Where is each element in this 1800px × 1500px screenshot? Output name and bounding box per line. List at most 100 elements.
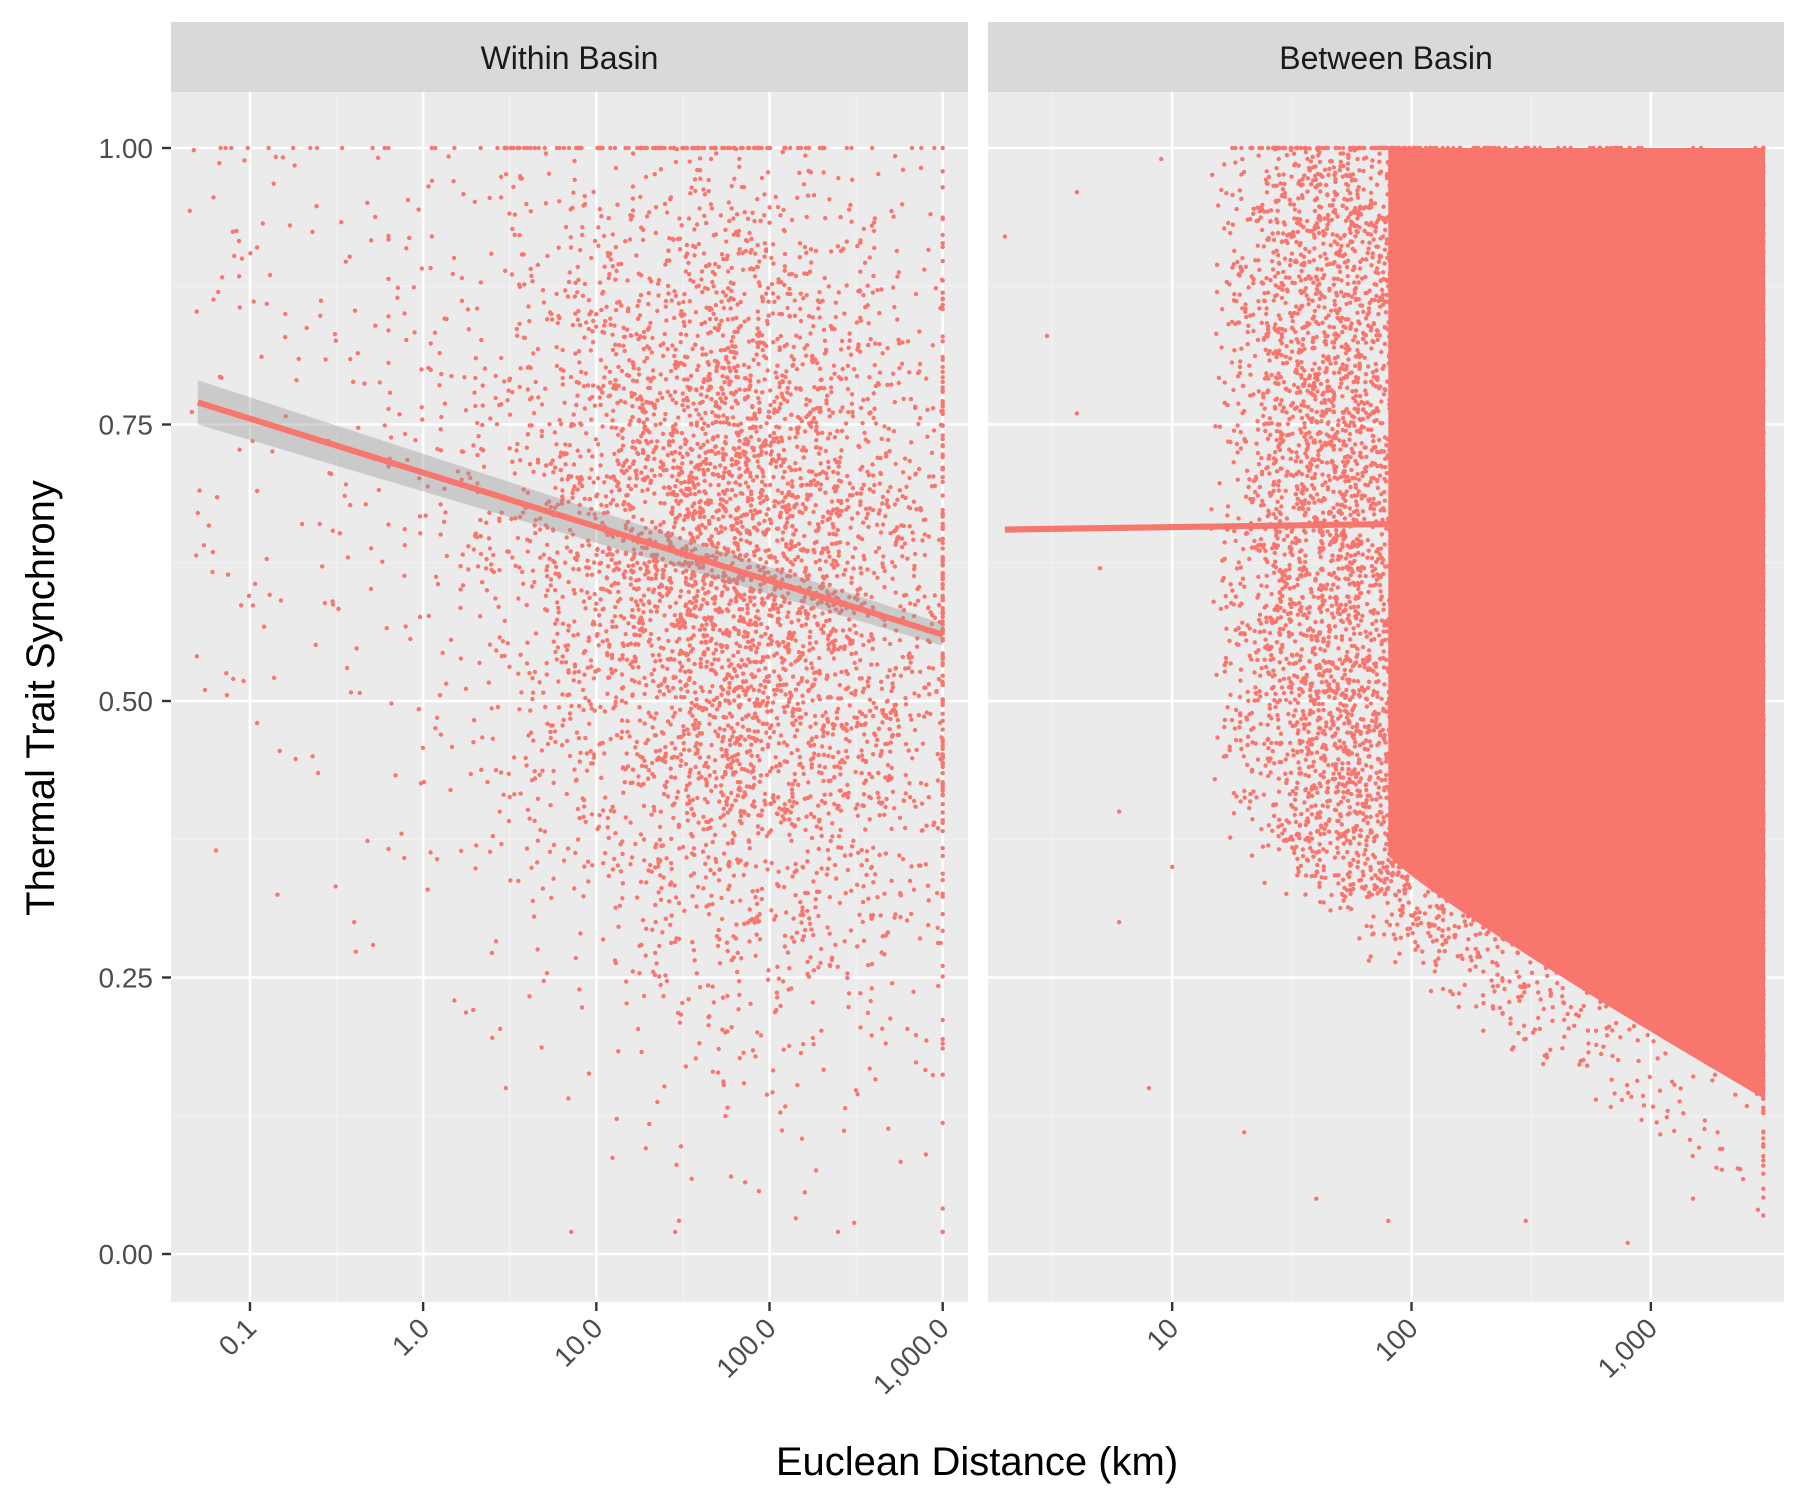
data-point [624,327,630,332]
data-point [727,664,732,669]
data-point [437,350,442,356]
data-point [843,567,848,573]
data-point [716,541,721,546]
data-point [420,745,426,750]
data-point [934,890,940,896]
data-point [266,145,271,151]
data-point [777,345,782,350]
data-point [573,311,578,316]
data-point [858,1025,863,1030]
data-point [669,298,674,303]
data-point [863,827,868,832]
data-point [754,932,759,937]
data-point [601,289,606,294]
data-point [766,506,771,512]
data-point [577,759,582,764]
data-point [662,679,667,684]
data-point [760,600,765,605]
data-point [602,264,607,269]
data-point [940,1041,945,1046]
data-point [807,634,812,640]
data-point [880,800,885,805]
data-point [570,532,576,537]
data-point [830,821,835,826]
data-point [653,576,658,581]
data-point [601,330,607,335]
data-point [386,406,391,412]
data-point [879,686,885,691]
data-point [938,422,944,428]
data-point [626,621,631,626]
data-point [663,563,668,568]
data-point [778,733,784,738]
data-point [271,181,276,186]
data-point [384,626,389,631]
data-point [653,950,658,956]
data-point [756,718,761,724]
data-point [765,867,770,872]
data-point [460,583,466,588]
data-point [789,631,795,637]
data-point [745,495,751,501]
data-point [912,727,918,733]
data-point [753,895,758,900]
data-point [714,586,719,591]
data-point [628,862,633,867]
data-point [690,851,695,856]
data-point [631,614,636,620]
data-point [491,569,496,575]
data-point [899,536,905,541]
data-point [873,341,878,346]
data-point [828,792,833,797]
data-point [267,592,272,597]
data-point [863,721,868,726]
data-point [620,839,625,844]
data-point [686,607,691,612]
data-point [626,145,631,151]
data-point [517,707,522,712]
data-point [834,710,839,715]
data-point [698,505,703,510]
data-point [356,425,361,430]
data-point [820,298,825,303]
data-point [606,675,612,680]
data-point [903,791,908,796]
data-point [653,919,658,925]
data-point [458,564,463,569]
data-point [587,475,592,481]
data-point [743,553,748,559]
data-point [595,547,600,552]
data-point [864,849,870,854]
data-point [623,239,628,244]
data-point [627,476,632,481]
data-point [656,293,661,298]
data-point [513,563,518,568]
data-point [940,727,945,732]
data-point [664,258,670,263]
data-point [604,629,609,634]
data-point [577,481,582,486]
data-point [798,476,803,481]
data-point [770,311,776,316]
panel-background [171,92,968,1302]
data-point [604,576,610,581]
data-point [572,767,577,772]
data-point [896,270,902,275]
data-point [516,596,521,601]
data-point [738,898,743,903]
data-point [715,361,721,366]
data-point [618,398,623,404]
data-point [320,564,325,569]
data-point [650,335,655,341]
data-point [620,766,626,771]
data-point [595,631,600,637]
data-point [940,339,945,344]
data-point [755,729,761,734]
data-point [675,515,680,520]
data-point [858,269,863,274]
data-point [617,299,622,305]
data-point [547,422,552,427]
data-point [838,248,844,254]
data-point [817,366,823,371]
data-point [645,457,650,462]
